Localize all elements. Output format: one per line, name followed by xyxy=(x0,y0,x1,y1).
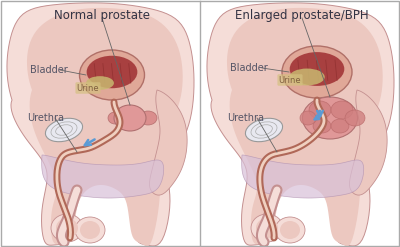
Ellipse shape xyxy=(139,111,157,125)
Ellipse shape xyxy=(80,221,100,239)
Polygon shape xyxy=(150,90,187,195)
Text: Urine: Urine xyxy=(279,76,301,84)
Ellipse shape xyxy=(275,217,305,243)
Ellipse shape xyxy=(56,218,78,238)
Ellipse shape xyxy=(86,76,114,90)
Polygon shape xyxy=(27,8,183,247)
Ellipse shape xyxy=(251,214,283,242)
Ellipse shape xyxy=(290,52,344,86)
Text: Enlarged prostate/BPH: Enlarged prostate/BPH xyxy=(235,8,369,21)
Ellipse shape xyxy=(289,69,325,85)
Polygon shape xyxy=(242,155,364,198)
Ellipse shape xyxy=(256,218,278,238)
Ellipse shape xyxy=(246,118,282,142)
Ellipse shape xyxy=(80,50,144,100)
Ellipse shape xyxy=(313,119,331,133)
Ellipse shape xyxy=(280,221,300,239)
Ellipse shape xyxy=(302,97,358,139)
Polygon shape xyxy=(7,3,194,246)
Text: Normal prostate: Normal prostate xyxy=(54,8,150,21)
Text: Urethra: Urethra xyxy=(227,113,264,123)
Ellipse shape xyxy=(331,101,353,119)
Ellipse shape xyxy=(331,119,349,133)
Text: Urine: Urine xyxy=(77,83,99,92)
Text: Bladder: Bladder xyxy=(230,63,268,73)
Polygon shape xyxy=(207,3,394,246)
Ellipse shape xyxy=(300,111,316,125)
Ellipse shape xyxy=(75,217,105,243)
Ellipse shape xyxy=(309,101,331,119)
Polygon shape xyxy=(42,155,164,198)
Text: Bladder: Bladder xyxy=(30,65,68,75)
Ellipse shape xyxy=(345,110,365,126)
Ellipse shape xyxy=(108,112,122,124)
Ellipse shape xyxy=(87,56,137,88)
Polygon shape xyxy=(227,8,383,247)
Ellipse shape xyxy=(46,118,82,142)
Polygon shape xyxy=(350,90,387,195)
Text: Urethra: Urethra xyxy=(27,113,64,123)
Ellipse shape xyxy=(114,105,146,131)
Ellipse shape xyxy=(282,46,352,98)
Ellipse shape xyxy=(51,214,83,242)
